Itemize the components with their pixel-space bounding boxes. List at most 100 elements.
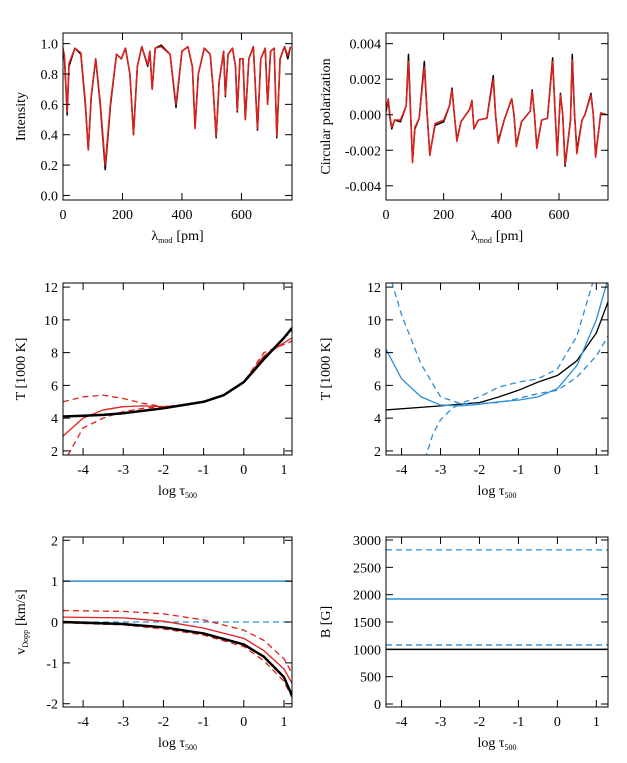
x-tick-label: -1: [198, 463, 210, 478]
x-tick-label: -1: [513, 715, 525, 730]
data-line: [63, 620, 292, 697]
y-tick-label: -0.004: [345, 180, 381, 195]
x-axis-label-sub: mod: [158, 236, 172, 245]
x-tick-label: 0: [554, 715, 561, 730]
x-axis-label-unit: [pm]: [176, 229, 203, 244]
x-tick-label: 600: [548, 208, 569, 223]
x-tick-label: 1: [593, 715, 600, 730]
y-tick-label: 0: [374, 698, 381, 713]
y-tick-label: 0.6: [41, 98, 59, 113]
x-axis-label: λmod [pm]: [471, 229, 523, 245]
y-axis-label: Intensity: [14, 92, 29, 141]
y-tick-label: 10: [367, 314, 381, 329]
y-tick-label: -0.002: [345, 144, 381, 159]
y-tick-label: 0.0: [41, 189, 59, 204]
y-tick-label: 6: [374, 379, 381, 394]
y-tick-label: 2: [51, 445, 58, 460]
x-tick-label: 0: [240, 715, 247, 730]
y-axis-label: T [1000 K]: [14, 338, 29, 401]
x-axis-label: log τ500: [477, 484, 516, 500]
y-axis-label: Circular polarization: [319, 58, 334, 174]
data-line: [63, 327, 292, 418]
y-tick-label: 2000: [353, 589, 381, 604]
y-tick-label: 3000: [353, 534, 381, 549]
x-tick-label: 0: [554, 463, 561, 478]
x-tick-label: -1: [198, 715, 210, 730]
data-line: [386, 301, 608, 411]
y-tick-label: 4: [51, 412, 58, 427]
x-tick-label: 200: [112, 208, 133, 223]
axes-frame: [385, 282, 609, 456]
x-tick-label: -4: [396, 463, 408, 478]
x-tick-label: 0: [60, 208, 67, 223]
y-axis-label: T [1000 K]: [319, 338, 334, 401]
axes-frame: [385, 32, 609, 201]
y-tick-label: 12: [367, 281, 381, 296]
x-tick-label: -4: [77, 715, 89, 730]
y-tick-label: 0.004: [350, 38, 382, 53]
data-line: [425, 335, 608, 455]
x-tick-label: -3: [435, 715, 447, 730]
axes-frame: [62, 32, 293, 201]
x-axis-label: log τ500: [477, 736, 516, 752]
y-tick-label: 0.000: [350, 109, 382, 124]
x-axis-label-sub: mod: [478, 236, 492, 245]
y-axis-label-unit: [km/s]: [14, 589, 29, 626]
plot-area: [386, 53, 607, 167]
x-axis-label-main: log τ: [477, 484, 504, 499]
x-axis-label-main: λ: [471, 229, 478, 244]
x-tick-label: -3: [117, 715, 129, 730]
x-axis-label-sub: 500: [185, 743, 197, 752]
x-tick-label: -2: [474, 715, 486, 730]
data-line: [63, 622, 292, 698]
x-axis-label-unit: [pm]: [496, 229, 523, 244]
data-line: [63, 337, 292, 437]
axes-frame: [385, 536, 609, 708]
y-tick-label: 0: [51, 616, 58, 631]
data-line: [63, 616, 292, 684]
y-axis-label-main: v: [14, 648, 29, 655]
x-axis-label: λmod [pm]: [151, 229, 203, 245]
x-tick-label: -2: [158, 463, 170, 478]
y-tick-label: 6: [51, 379, 58, 394]
x-tick-label: 400: [171, 208, 192, 223]
x-tick-label: 0: [240, 463, 247, 478]
panel: 0 200 400 600 0.0 0.2 0.4 0.6 0.8 1.0 λmod [pm] Inte…: [14, 32, 293, 245]
plot-area: [386, 283, 608, 455]
x-axis-label-main: λ: [151, 229, 158, 244]
y-tick-label: 8: [374, 347, 381, 362]
data-line: [391, 283, 594, 405]
x-tick-label: -1: [513, 463, 525, 478]
y-tick-label: 4: [374, 412, 381, 427]
x-axis-label-sub: 500: [185, 491, 197, 500]
y-tick-label: 1500: [353, 616, 381, 631]
axes-frame: [62, 282, 293, 456]
y-tick-label: 1000: [353, 643, 381, 658]
x-axis-label-main: log τ: [477, 736, 504, 751]
x-axis-label-main: log τ: [158, 484, 185, 499]
y-tick-label: 0.2: [41, 159, 59, 174]
x-tick-label: 1: [280, 715, 287, 730]
y-tick-label: 2: [51, 534, 58, 549]
x-tick-label: 400: [491, 208, 512, 223]
x-axis-label: log τ500: [158, 736, 197, 752]
x-axis-label-sub: 500: [505, 491, 517, 500]
x-axis-label-main: log τ: [158, 736, 185, 751]
y-tick-label: 0.4: [41, 129, 59, 144]
y-tick-label: 1: [51, 575, 58, 590]
data-line: [63, 609, 292, 674]
x-axis-label-sub: 500: [505, 743, 517, 752]
x-tick-label: 200: [433, 208, 454, 223]
x-tick-label: 0: [383, 208, 390, 223]
y-tick-label: -2: [46, 698, 58, 713]
data-line: [386, 58, 607, 166]
x-axis-label: log τ500: [158, 484, 197, 500]
plot-area: [63, 580, 292, 698]
plot-area: [63, 44, 292, 171]
x-tick-label: -3: [117, 463, 129, 478]
y-tick-label: 0.002: [350, 73, 382, 88]
